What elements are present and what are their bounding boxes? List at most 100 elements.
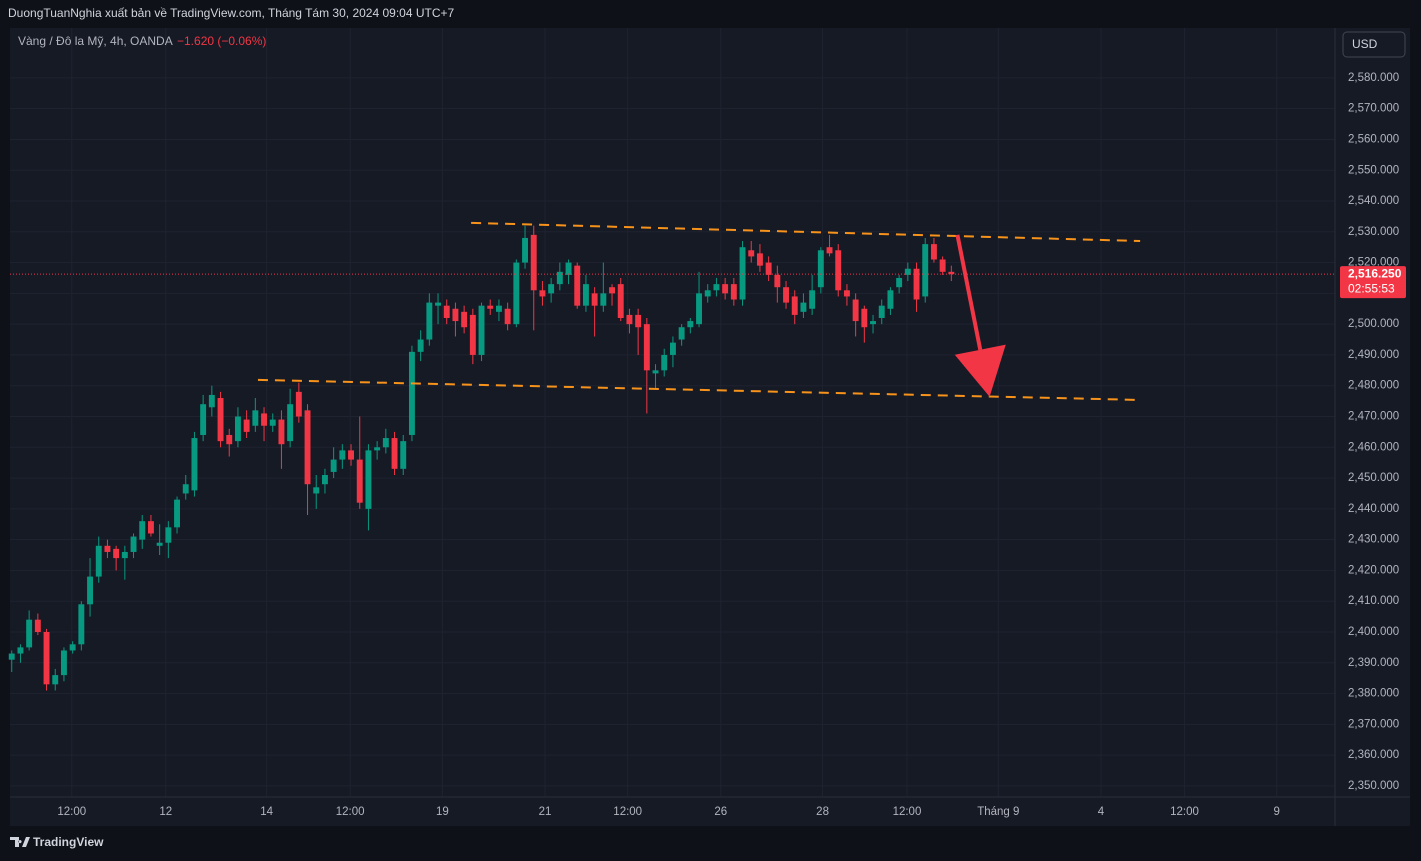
countdown: 02:55:53 (1348, 281, 1395, 295)
x-tick-label: 12:00 (613, 806, 642, 818)
candle-body (95, 545, 102, 577)
candle-body (513, 262, 520, 325)
y-tick-label: 2,350.000 (1348, 780, 1399, 792)
candle-body (696, 293, 702, 325)
candle-body (443, 305, 450, 318)
candle-body (600, 293, 607, 306)
candle-body (52, 675, 59, 685)
x-tick-label: 12:00 (57, 806, 86, 818)
y-tick-label: 2,430.000 (1348, 534, 1399, 546)
x-tick-label: 12:00 (1170, 806, 1199, 818)
candle-body (669, 342, 676, 355)
candle-body (556, 271, 563, 285)
candle-body (121, 551, 128, 559)
candle-body (435, 302, 441, 306)
candle-body (852, 299, 859, 322)
arrow-head (954, 344, 1006, 397)
brand: TradingView (33, 835, 104, 849)
y-tick-label: 2,460.000 (1348, 441, 1399, 453)
y-tick-label: 2,420.000 (1348, 564, 1399, 576)
candle-body (704, 290, 711, 297)
trend-line (471, 221, 1141, 243)
candle-body (382, 438, 389, 448)
candle-body (426, 302, 433, 340)
candle-body (826, 247, 833, 254)
candle-body (548, 284, 555, 294)
y-tick-label: 2,480.000 (1348, 380, 1399, 392)
candle-body (104, 545, 111, 552)
candle-body (165, 527, 172, 543)
candle-body (17, 647, 24, 654)
candle-body (495, 305, 502, 312)
candle-body (313, 487, 320, 494)
y-tick-label: 2,370.000 (1348, 718, 1399, 730)
candle-body (304, 410, 311, 485)
candle-body (147, 521, 154, 534)
x-tick-label: 26 (714, 806, 727, 818)
candle-body (43, 631, 50, 685)
candle-body (948, 271, 955, 275)
candle-body (652, 370, 659, 374)
x-tick-label: 12:00 (893, 806, 922, 818)
y-tick-label: 2,390.000 (1348, 657, 1399, 669)
y-tick-label: 2,410.000 (1348, 595, 1399, 607)
candle-body (278, 419, 285, 445)
y-tick-label: 2,580.000 (1348, 72, 1399, 84)
candle-body (713, 284, 720, 291)
candle-body (835, 250, 842, 291)
symbol-title: Vàng / Đô la Mỹ, 4h, OANDA (18, 34, 173, 48)
candle-body (730, 284, 737, 300)
candle-body (574, 265, 581, 306)
arrow-shaft (955, 234, 983, 351)
y-tick-label: 2,500.000 (1348, 318, 1399, 330)
chart-panel (10, 28, 1410, 826)
candle-body (87, 576, 93, 605)
candle-body (226, 434, 233, 445)
logo-icon (10, 837, 30, 847)
candle-body (60, 650, 67, 676)
y-tick-label: 2,380.000 (1348, 688, 1399, 700)
candle-body (34, 619, 41, 632)
candle-body (461, 311, 468, 328)
candle-body (356, 459, 363, 503)
currency[interactable]: USD (1352, 37, 1378, 51)
candle-body (391, 438, 398, 469)
candle-body (530, 234, 537, 291)
publisher: DuongTuanNghia xuất bản về TradingView.c… (8, 6, 455, 20)
candle-body (252, 410, 259, 426)
x-tick-label: Tháng 9 (977, 806, 1019, 818)
x-tick-label: 12 (159, 806, 172, 818)
candle-body (504, 308, 511, 325)
last-price-label: 2,516.250 (1348, 266, 1402, 280)
candle-body (339, 450, 346, 460)
candle-body (774, 274, 781, 288)
plot (8, 221, 1335, 691)
logo[interactable]: TradingView (10, 835, 104, 849)
candle-body (365, 450, 372, 509)
candle-body (417, 339, 424, 352)
candle-body (783, 287, 789, 303)
candle-body (139, 521, 146, 540)
candle-body (582, 284, 589, 306)
candle-body (896, 277, 903, 288)
candle-body (321, 474, 328, 485)
x-tick-label: 28 (816, 806, 829, 818)
y-tick-label: 2,550.000 (1348, 164, 1399, 176)
x-tick-label: 19 (436, 806, 449, 818)
candle-body (539, 290, 546, 297)
y-tick-label: 2,400.000 (1348, 626, 1399, 638)
candle-body (661, 354, 668, 371)
candle-body (487, 305, 494, 309)
y-tick-label: 2,520.000 (1348, 257, 1399, 269)
trend-line (257, 378, 1138, 401)
y-tick-label: 2,560.000 (1348, 133, 1399, 145)
y-tick-label: 2,450.000 (1348, 472, 1399, 484)
candle-body (234, 416, 241, 442)
x-tick-label: 21 (539, 806, 552, 818)
currency-button[interactable] (1342, 31, 1406, 58)
candle-body (452, 308, 459, 322)
x-tick-label: 9 (1274, 806, 1280, 818)
candle-body (243, 419, 250, 432)
candle-body (374, 447, 381, 451)
